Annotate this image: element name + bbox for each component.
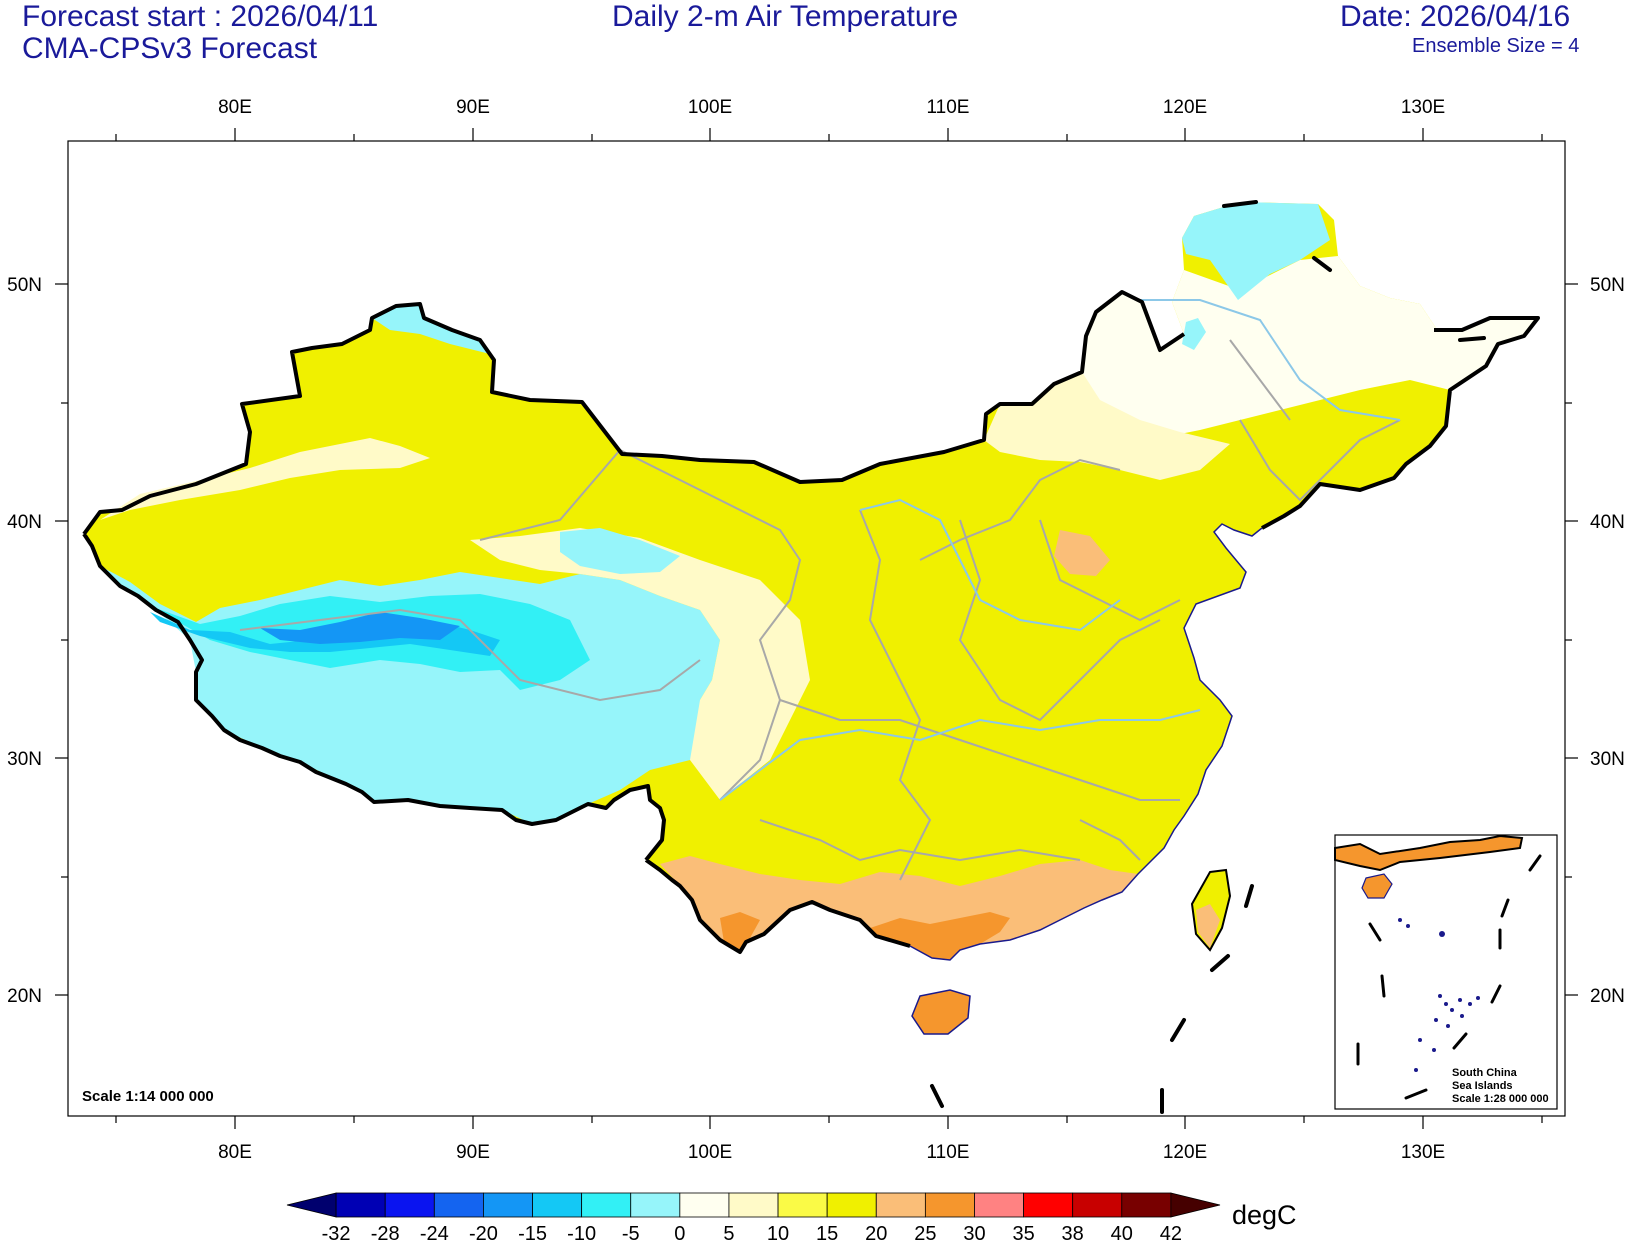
guangdong-hot-area	[870, 912, 1010, 960]
lat-label: 50N	[7, 275, 42, 296]
lon-label: 90E	[456, 1142, 490, 1163]
colorbar-swatch	[1121, 1192, 1172, 1218]
lon-label: 130E	[1401, 1142, 1445, 1163]
south-china-sea-inset: South China Sea Islands Scale 1:28 000 0…	[1334, 834, 1558, 1110]
lon-label: 100E	[688, 97, 732, 118]
yunnan-hot-area	[720, 912, 760, 952]
colorbar-swatch	[974, 1192, 1024, 1218]
colorbar-tick-label: 30	[963, 1223, 985, 1241]
lat-label: 40N	[7, 512, 42, 533]
colorbar-tick-label: 42	[1160, 1223, 1182, 1241]
hainan-island	[911, 989, 971, 1035]
valid-date-label: Date: 2026/04/16	[1340, 0, 1571, 33]
colorbar: -32 -28 -24 -20 -15 -10 -5 0 5 10 15 20 25 30 35 38 40 42	[286, 1192, 1221, 1241]
temperature-field	[84, 202, 1538, 1035]
colorbar-tick-label: -20	[469, 1223, 498, 1241]
lon-label: 110E	[927, 1142, 970, 1163]
colorbar-swatch	[679, 1192, 730, 1218]
forecast-start-label: Forecast start : 2026/04/11	[22, 0, 379, 33]
taiwan-warm-area	[1196, 904, 1220, 948]
colorbar-tick-label: 10	[767, 1223, 789, 1241]
colorbar-swatch	[1072, 1192, 1123, 1218]
island-dots	[1398, 918, 1480, 1072]
heilongjiang-cold-area	[1182, 202, 1330, 300]
colorbar-swatch	[433, 1192, 484, 1218]
colorbar-tick-label: -32	[322, 1223, 351, 1241]
dash-line-boundary	[930, 200, 1486, 1114]
map-title: Daily 2-m Air Temperature	[612, 0, 959, 33]
rivers	[719, 299, 1401, 801]
lon-label: 100E	[688, 1142, 732, 1163]
axis-ticks	[55, 128, 1578, 1129]
colorbar-swatch	[924, 1192, 975, 1218]
coastline	[909, 523, 1263, 961]
tibet-min-area	[260, 612, 460, 644]
lat-label: 40N	[1590, 512, 1625, 533]
lon-label: 90E	[456, 97, 490, 118]
colorbar-tick-label: -24	[420, 1223, 449, 1241]
lat-label: 20N	[7, 986, 42, 1007]
scale-label: Scale 1:14 000 000	[82, 1088, 214, 1105]
colorbar-swatch	[483, 1192, 533, 1218]
south-china-warm-area	[660, 856, 1138, 960]
qinghai-pale-area	[470, 528, 810, 800]
colorbar-swatch	[384, 1192, 435, 1218]
colorbar-swatch	[286, 1192, 337, 1218]
nenjiang-cold-area	[1182, 318, 1206, 350]
altai-cold-area	[372, 304, 490, 354]
colorbar-tick-label: 20	[865, 1223, 887, 1241]
colorbar-swatch	[581, 1192, 632, 1218]
colorbar-tick-label: 38	[1062, 1223, 1084, 1241]
lon-label: 130E	[1401, 97, 1445, 118]
colorbar-swatch	[1170, 1192, 1221, 1218]
lon-label: 110E	[927, 97, 970, 118]
lon-label: 80E	[218, 97, 252, 118]
colorbar-swatch	[826, 1192, 877, 1218]
qaidam-cold-area	[560, 528, 680, 574]
lat-label: 20N	[1590, 986, 1625, 1007]
colorbar-swatch	[777, 1192, 828, 1218]
colorbar-unit: degC	[1232, 1200, 1297, 1230]
colorbar-tick-label: 0	[674, 1223, 685, 1241]
colorbar-swatch	[335, 1192, 386, 1218]
lon-label: 120E	[1163, 1142, 1207, 1163]
colorbar-swatch	[1023, 1192, 1074, 1218]
shandong-warm-area	[1054, 530, 1110, 576]
longitude-labels: 80E 80E 90E 90E 100E 100E 110E 110E 120E 120E 130E…	[218, 97, 1445, 1163]
china-border	[82, 290, 1540, 954]
colorbar-tick-label: 25	[914, 1223, 936, 1241]
colorbar-tick-label: 5	[723, 1223, 734, 1241]
lat-label: 30N	[7, 749, 42, 770]
lon-label: 80E	[218, 1142, 252, 1163]
colorbar-tick-label: -28	[371, 1223, 400, 1241]
colorbar-tick-label: 35	[1012, 1223, 1034, 1241]
model-label: CMA-CPSv3 Forecast	[22, 32, 318, 65]
colorbar-tick-label: -10	[567, 1223, 596, 1241]
lon-label: 120E	[1163, 97, 1207, 118]
lat-label: 50N	[1590, 275, 1625, 296]
inset-label-3: Scale 1:28 000 000	[1452, 1093, 1549, 1105]
colorbar-swatch	[630, 1192, 681, 1218]
colorbar-swatch	[875, 1192, 926, 1218]
colorbar-tick-label: 15	[816, 1223, 838, 1241]
province-boundaries	[239, 339, 1401, 881]
tianshan-pale-band	[100, 438, 430, 520]
inner-mongolia-pale-band	[984, 372, 1230, 480]
colorbar-tick-label: -15	[518, 1223, 547, 1241]
northeast-pale-area	[1030, 256, 1538, 440]
inset-label-2: Sea Islands	[1452, 1080, 1513, 1092]
colorbar-swatch	[728, 1192, 779, 1218]
colorbar-tick-label: 40	[1111, 1223, 1133, 1241]
colorbar-swatch	[532, 1192, 583, 1218]
ensemble-size-label: Ensemble Size = 4	[1412, 35, 1580, 57]
inset-label-1: South China	[1452, 1067, 1518, 1079]
latitude-labels: 50N 50N 40N 40N 30N 30N 20N 20N	[7, 275, 1625, 1007]
lat-label: 30N	[1590, 749, 1625, 770]
colorbar-tick-label: -5	[622, 1223, 640, 1241]
